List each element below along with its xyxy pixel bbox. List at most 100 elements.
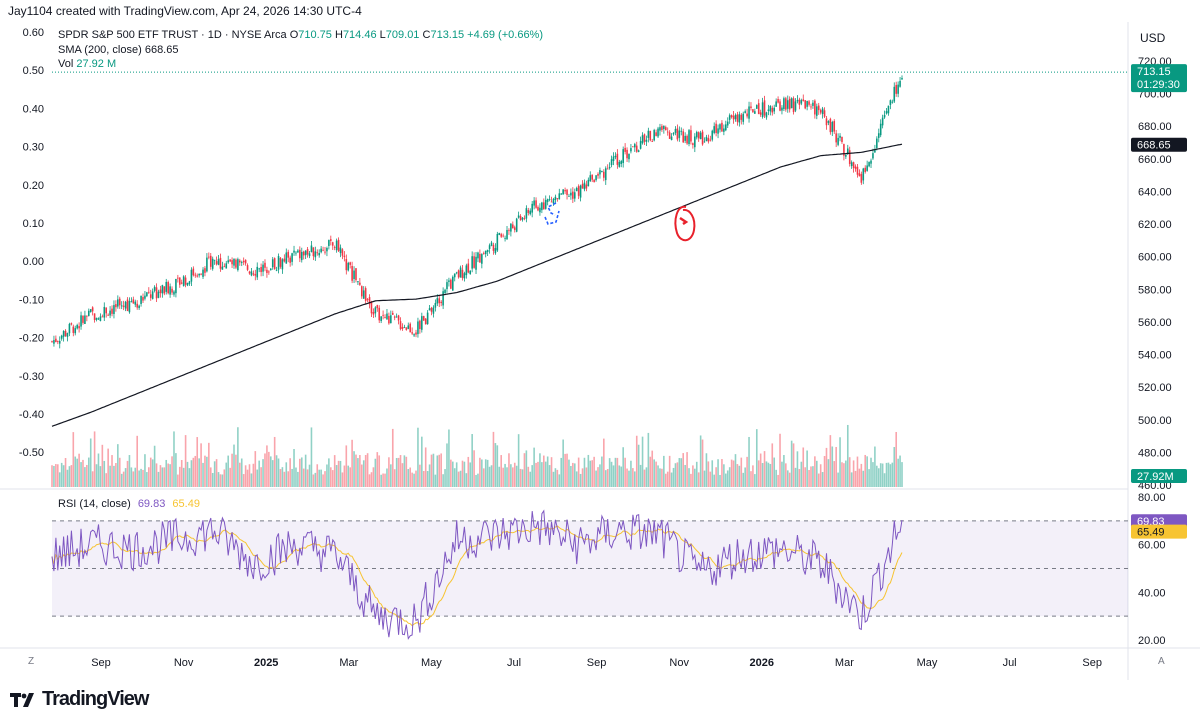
volume-bar: [883, 473, 886, 487]
volume-bar: [655, 461, 657, 487]
volume-bar: [407, 469, 410, 487]
candle-body: [144, 295, 146, 299]
candle-body: [413, 334, 415, 336]
candle-body: [790, 98, 793, 109]
candle-body: [816, 106, 818, 116]
volume-bar: [376, 452, 379, 487]
candle-body: [874, 149, 876, 153]
candle-body: [798, 99, 801, 105]
candle-body: [676, 128, 679, 140]
volume-bar: [260, 467, 262, 487]
candle-body: [138, 305, 140, 309]
volume-bar: [630, 460, 632, 487]
time-tick-label: May: [917, 657, 938, 669]
volume-bar: [432, 453, 435, 487]
volume-bar: [235, 454, 237, 487]
volume-tag: [1131, 469, 1187, 483]
volume-bar: [546, 456, 549, 487]
candle-body: [239, 260, 241, 263]
volume-bar: [575, 471, 578, 487]
volume-bar: [482, 468, 485, 487]
candle-body: [663, 125, 665, 129]
rsi-legend[interactable]: RSI (14, close) 69.83 65.49: [58, 498, 200, 510]
volume-bar: [802, 447, 805, 487]
candle-body: [719, 124, 721, 130]
volume-bar: [264, 453, 266, 487]
volume-bar: [560, 457, 563, 487]
volume-bar: [393, 469, 396, 487]
volume-bar: [297, 471, 299, 487]
candle-body: [289, 257, 291, 263]
candle-body: [297, 250, 299, 253]
rsi-tick-label: 80.00: [1138, 492, 1166, 504]
candle-body: [670, 136, 673, 141]
auto-scale-button[interactable]: A: [1158, 656, 1165, 667]
candle-body: [105, 307, 108, 314]
volume-bar: [467, 456, 470, 487]
volume-bar: [155, 463, 158, 487]
volume-bar: [695, 461, 698, 487]
candle-body: [97, 318, 100, 320]
volume-bar: [713, 474, 715, 487]
candle-body: [173, 291, 175, 295]
candle-body: [814, 100, 816, 115]
candle-body: [537, 207, 539, 211]
candle-body: [308, 253, 311, 257]
price-chart[interactable]: 720.00700.00680.00660.00640.00620.00600.…: [0, 0, 1200, 680]
candle-body: [881, 117, 884, 126]
zoom-button[interactable]: Z: [28, 656, 35, 667]
volume-bar: [831, 446, 834, 487]
volume-bar: [223, 469, 226, 487]
candle-body: [111, 308, 113, 314]
volume-bar: [535, 462, 537, 487]
candle-body: [734, 114, 737, 120]
candle-body: [529, 210, 532, 215]
candle-body: [635, 145, 638, 152]
volume-bar: [58, 472, 61, 487]
volume-bar: [835, 446, 837, 487]
volume-bar: [603, 438, 605, 487]
sma-legend[interactable]: SMA (200, close) 668.65: [58, 44, 178, 56]
volume-bar: [750, 471, 752, 487]
currency-label[interactable]: USD: [1140, 31, 1166, 45]
candle-body: [891, 101, 894, 103]
candle-body: [240, 262, 243, 263]
volume-legend[interactable]: Vol 27.92 M: [58, 58, 116, 70]
candle-body: [858, 173, 861, 177]
symbol-name[interactable]: SPDR S&P 500 ETF TRUST · 1D · NYSE Arca: [58, 29, 287, 41]
volume-bar: [450, 459, 452, 487]
candle-body: [53, 340, 55, 344]
candle-body: [130, 301, 133, 303]
candle-body: [711, 130, 714, 140]
volume-bar: [428, 464, 431, 487]
candle-body: [666, 131, 669, 133]
candle-body: [585, 184, 588, 189]
candle-body: [583, 182, 586, 190]
candle-body: [620, 161, 623, 164]
candle-body: [359, 282, 361, 285]
candle-body: [502, 235, 504, 237]
volume-bar: [422, 470, 425, 487]
volume-bar: [752, 465, 754, 487]
volume-bar: [463, 461, 466, 487]
candle-body: [837, 137, 839, 145]
candle-body: [215, 261, 218, 265]
volume-bar: [806, 450, 808, 487]
volume-bar: [573, 463, 576, 487]
candle-body: [690, 130, 692, 142]
volume-bar: [316, 464, 319, 487]
volume-bar: [64, 457, 67, 487]
volume-bar: [542, 455, 545, 487]
volume-bar: [124, 468, 127, 487]
volume-bar: [779, 433, 781, 487]
candle-body: [876, 138, 878, 148]
candle-body: [113, 305, 115, 315]
volume-bar: [136, 435, 138, 487]
candle-body: [535, 200, 537, 208]
volume-bar: [391, 428, 394, 487]
candle-body: [376, 305, 379, 309]
volume-bar: [728, 467, 731, 487]
volume-bar: [231, 453, 233, 487]
candle-body: [829, 118, 832, 133]
volume-bar: [585, 467, 588, 487]
